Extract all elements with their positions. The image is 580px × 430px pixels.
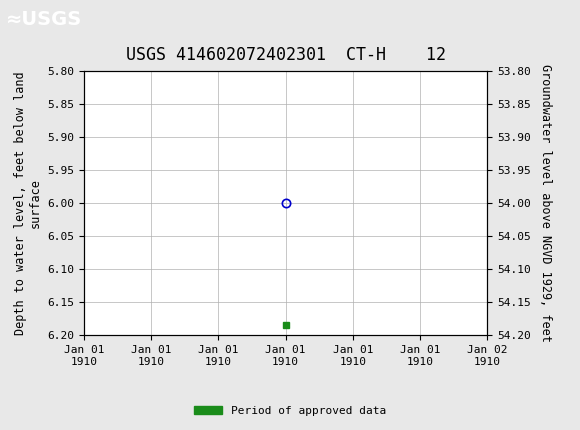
Legend: Period of approved data: Period of approved data — [190, 401, 390, 420]
Y-axis label: Groundwater level above NGVD 1929, feet: Groundwater level above NGVD 1929, feet — [539, 64, 552, 342]
Text: ≈USGS: ≈USGS — [6, 10, 82, 29]
Title: USGS 414602072402301  CT-H    12: USGS 414602072402301 CT-H 12 — [126, 46, 445, 64]
Y-axis label: Depth to water level, feet below land
surface: Depth to water level, feet below land su… — [14, 71, 42, 335]
